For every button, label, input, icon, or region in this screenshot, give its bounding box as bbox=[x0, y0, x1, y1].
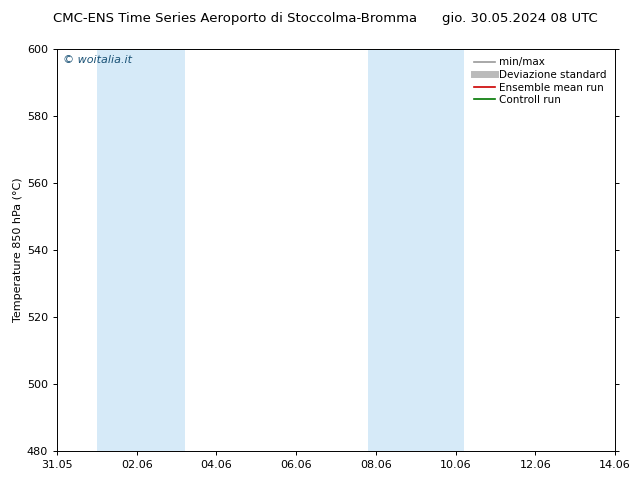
Y-axis label: Temperature 850 hPa (°C): Temperature 850 hPa (°C) bbox=[13, 177, 23, 322]
Legend: min/max, Deviazione standard, Ensemble mean run, Controll run: min/max, Deviazione standard, Ensemble m… bbox=[471, 54, 610, 108]
Text: © woitalia.it: © woitalia.it bbox=[63, 55, 132, 65]
Bar bbox=[368, 49, 463, 451]
Text: gio. 30.05.2024 08 UTC: gio. 30.05.2024 08 UTC bbox=[442, 12, 598, 25]
Text: CMC-ENS Time Series Aeroporto di Stoccolma-Bromma: CMC-ENS Time Series Aeroporto di Stoccol… bbox=[53, 12, 417, 25]
Bar bbox=[97, 49, 184, 451]
